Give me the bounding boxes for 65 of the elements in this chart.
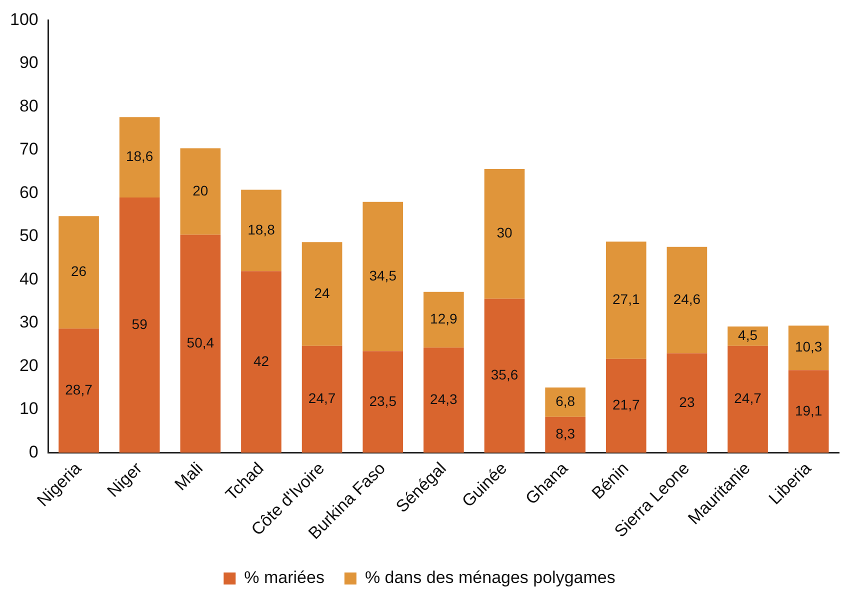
y-tick-label: 70 — [19, 140, 38, 159]
bar — [484, 298, 525, 453]
data-label: 24,6 — [673, 290, 701, 307]
bar — [119, 198, 160, 453]
bar — [241, 271, 282, 453]
data-label: 28,7 — [65, 382, 93, 398]
bar — [302, 346, 342, 453]
data-label: 24 — [314, 284, 330, 301]
legend-label: % mariées — [244, 568, 324, 588]
data-label: 12,9 — [430, 310, 458, 327]
data-label: 19,1 — [794, 402, 822, 418]
y-tick-label: 50 — [19, 226, 38, 246]
data-label: 23,5 — [369, 392, 397, 409]
y-tick-label: 20 — [19, 356, 38, 375]
bar — [58, 216, 99, 329]
bar — [788, 370, 829, 453]
bar — [362, 351, 404, 453]
bar — [119, 117, 160, 198]
data-label: 35,6 — [490, 366, 518, 383]
bar — [424, 348, 464, 453]
bar — [788, 326, 829, 370]
y-tick-label: 90 — [19, 53, 38, 72]
data-label: 50,4 — [186, 334, 214, 351]
data-label: 21,7 — [612, 396, 640, 413]
data-label: 34,5 — [369, 267, 397, 284]
data-label: 59 — [132, 316, 148, 332]
bar — [545, 416, 586, 453]
y-tick-label: 80 — [19, 96, 38, 116]
bar — [362, 202, 404, 352]
y-tick-label: 30 — [19, 312, 38, 332]
bar — [180, 148, 221, 235]
bar — [728, 326, 768, 346]
bar — [180, 234, 221, 453]
data-label: 4,5 — [738, 327, 758, 344]
y-tick-label: 100 — [10, 10, 38, 29]
bar — [484, 169, 525, 299]
bar — [606, 242, 646, 359]
legend-label: % dans des ménages polygames — [364, 568, 616, 588]
data-label: 10,3 — [794, 338, 822, 355]
bar — [424, 292, 464, 348]
bar — [606, 358, 646, 453]
data-label: 30 — [496, 224, 512, 241]
bar — [666, 353, 708, 453]
y-tick-label: 0 — [28, 442, 38, 462]
data-label: 18,8 — [248, 221, 276, 238]
data-label: 26 — [70, 263, 87, 280]
data-label: 20 — [192, 182, 208, 198]
bar — [58, 328, 99, 453]
y-tick-label: 60 — [19, 182, 38, 202]
data-label: 24,7 — [308, 390, 336, 406]
data-label: 18,6 — [126, 148, 154, 164]
bar — [666, 246, 708, 354]
data-label: 23 — [679, 394, 695, 410]
data-label: 27,1 — [612, 291, 640, 308]
data-label: 6,8 — [556, 393, 576, 410]
data-label: 24,3 — [430, 391, 458, 408]
bar — [545, 387, 586, 417]
y-tick-label: 10 — [19, 399, 38, 418]
bar — [302, 242, 342, 346]
y-tick-label: 40 — [19, 269, 38, 288]
data-label: 24,7 — [734, 390, 762, 406]
data-label: 8,3 — [556, 426, 576, 442]
bar — [241, 190, 282, 272]
bar — [728, 346, 768, 453]
data-label: 42 — [253, 352, 270, 369]
